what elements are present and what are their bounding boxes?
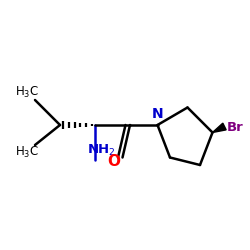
Text: NH$_2$: NH$_2$ [87, 142, 116, 158]
Polygon shape [212, 123, 226, 132]
Text: H$_3$C: H$_3$C [15, 85, 39, 100]
Text: Br: Br [227, 121, 244, 134]
Text: H$_3$C: H$_3$C [15, 145, 39, 160]
Text: N: N [152, 108, 164, 122]
Text: O: O [107, 154, 120, 169]
